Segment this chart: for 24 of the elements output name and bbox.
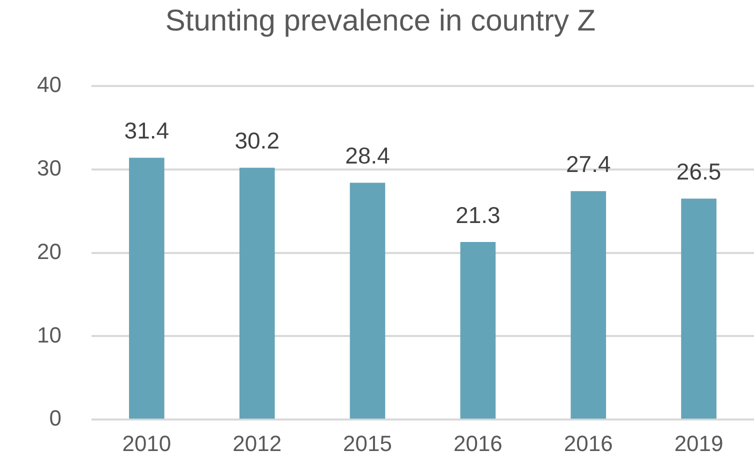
y-tick-label: 30 [36,155,62,180]
bar [460,242,496,419]
bar [681,198,716,419]
data-label: 27.4 [566,150,611,177]
bar [129,158,164,419]
data-label: 26.5 [676,158,722,184]
data-label: 28.4 [345,142,390,169]
x-tick-label: 2012 [232,430,282,456]
x-tick-label: 2016 [564,430,613,456]
bar [239,168,275,419]
y-tick-label: 0 [49,406,62,431]
chart-title: Stunting prevalence in country Z [165,4,596,38]
y-tick-label: 10 [36,322,62,348]
bar [350,182,386,419]
x-tick-label: 2010 [122,430,172,456]
x-tick-label: 2019 [674,430,724,456]
y-tick-label: 20 [36,238,62,264]
y-tick-label: 40 [36,72,62,98]
bar [570,191,606,419]
data-label: 30.2 [234,128,280,154]
x-tick-label: 2016 [453,430,502,456]
x-tick-label: 2015 [343,430,392,456]
data-label: 31.4 [124,118,170,144]
data-label: 21.3 [456,202,500,228]
